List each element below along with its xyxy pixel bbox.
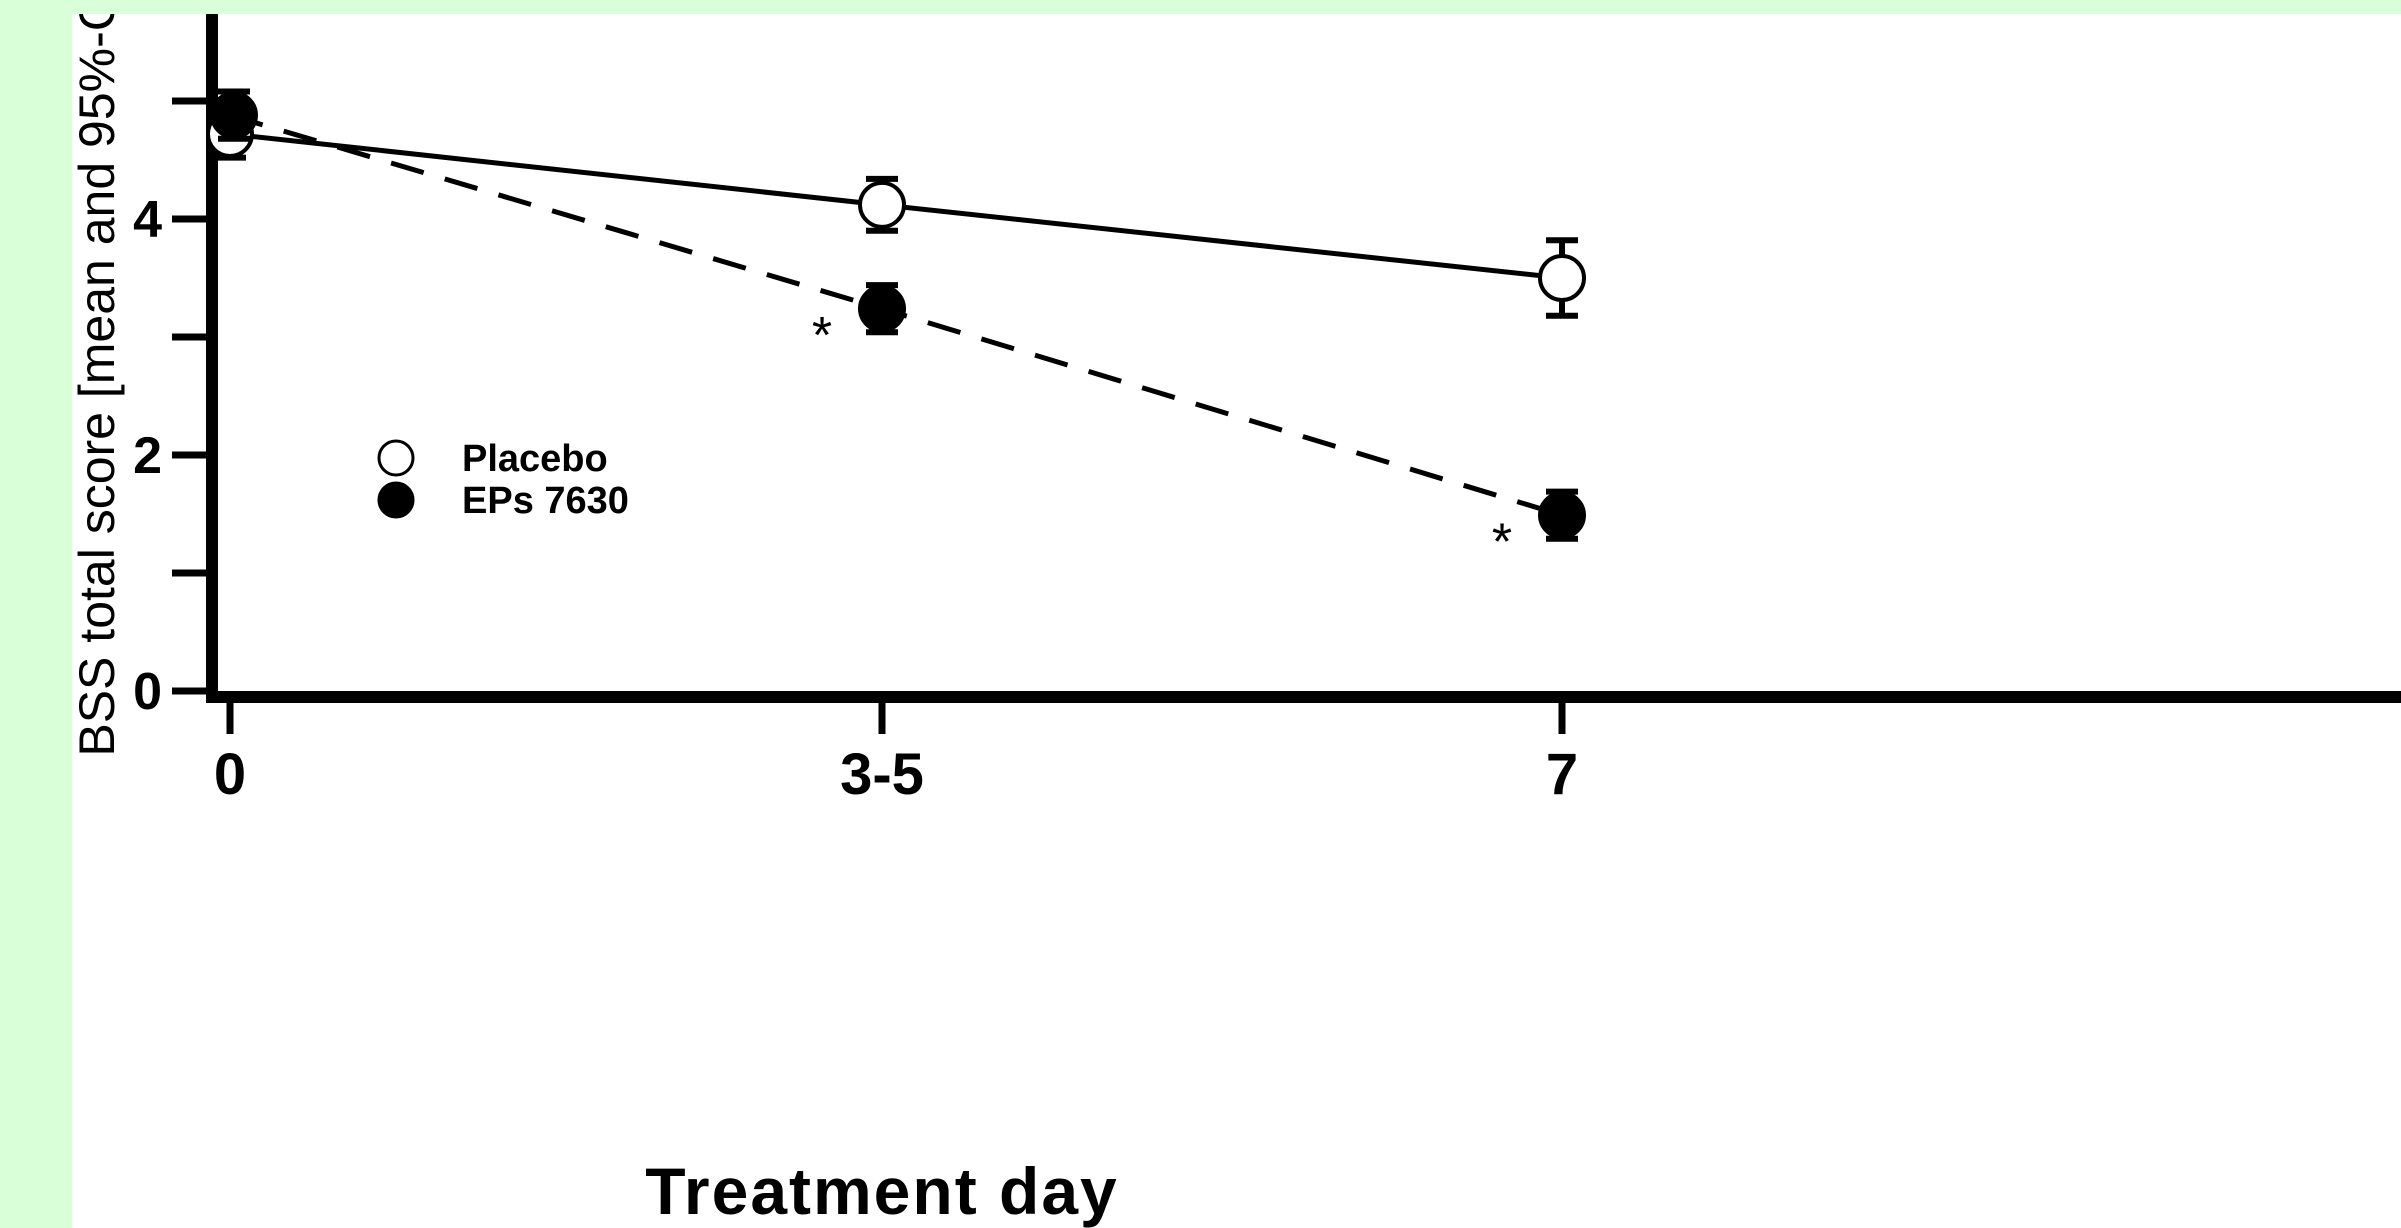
y-axis-title: BSS total score [mean and 95%-CI] [72, 14, 125, 757]
data-point [858, 180, 906, 229]
legend-label: EPs 7630 [462, 480, 629, 522]
data-point [1538, 254, 1586, 302]
x-tick-label: 3-5 [840, 742, 924, 807]
chart-figure: 0 2 4 0 3-5 7 Placebo EPs 7630 * * BSS total sc… [72, 14, 2401, 1228]
x-tick-label: 0 [214, 742, 246, 807]
annotations-group: ** [812, 307, 1512, 572]
data-point [210, 91, 258, 140]
series-group [206, 88, 1586, 542]
y-tick-label: 4 [133, 191, 162, 249]
x-axis-title: Treatment day [645, 1154, 1119, 1228]
y-tick-label: 0 [133, 663, 162, 721]
legend-marker [377, 481, 415, 519]
data-point [1538, 491, 1586, 540]
legend-marker [377, 439, 415, 477]
significance-marker: * [1492, 514, 1512, 572]
x-tick-label: 7 [1546, 742, 1578, 807]
series-eps-7630 [210, 88, 1586, 542]
axes-group: 0 2 4 0 3-5 7 [133, 14, 2401, 807]
significance-marker: * [812, 307, 832, 365]
legend-label: Placebo [462, 438, 608, 480]
data-point [858, 284, 906, 333]
y-tick-label: 2 [133, 427, 162, 485]
